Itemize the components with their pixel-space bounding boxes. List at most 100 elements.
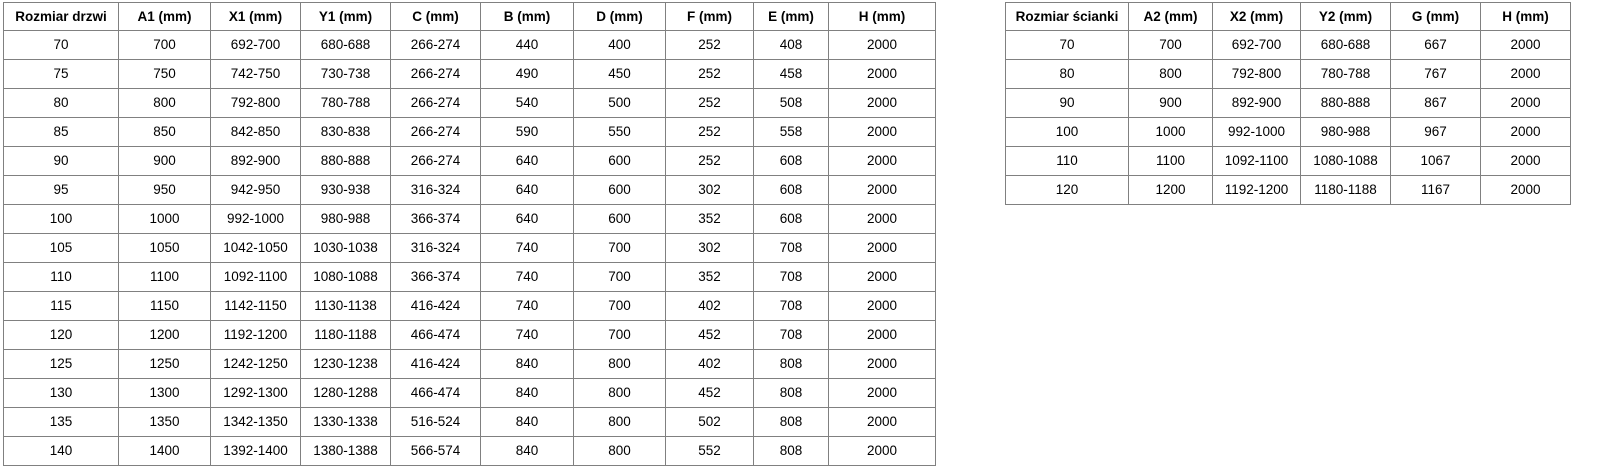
table-cell: 680-688	[1300, 30, 1391, 60]
table-row: 125 1250 1242-1250 1230-1238 416-424 840 800 40…	[3, 349, 936, 379]
table-row: 90 900 892-900 880-888 867 2000	[1005, 88, 1571, 118]
table-cell: 566-574	[390, 436, 481, 466]
table-cell: 1092-1100	[1212, 146, 1301, 176]
table-header-row: Rozmiar ścianki A2 (mm) X2 (mm) Y2 (mm) G (m…	[1005, 2, 1571, 31]
table-cell: 2000	[828, 320, 936, 350]
table-cell: 640	[480, 175, 574, 205]
table-row: 135 1350 1342-1350 1330-1338 516-524 840 800 50…	[3, 407, 936, 437]
table-cell: 767	[1390, 59, 1481, 89]
table-cell: 680-688	[300, 30, 391, 60]
table-row: 80 800 792-800 780-788 767 2000	[1005, 59, 1571, 89]
table-cell: 2000	[828, 291, 936, 321]
table-cell: 2000	[1480, 88, 1571, 118]
table-row: 105 1050 1042-1050 1030-1038 316-324 740 700 30…	[3, 233, 936, 263]
door-size-table-container: Rozmiar drzwi A1 (mm) X1 (mm) Y1 (mm) C (mm)…	[3, 2, 936, 466]
table-cell: 402	[665, 291, 754, 321]
table-row: 95 950 942-950 930-938 316-324 640 600 302 608 20…	[3, 175, 936, 205]
door-size-table: Rozmiar drzwi A1 (mm) X1 (mm) Y1 (mm) C (mm)…	[3, 2, 936, 466]
table-row: 130 1300 1292-1300 1280-1288 466-474 840 800 45…	[3, 378, 936, 408]
table-cell: 2000	[828, 59, 936, 89]
table-cell: 502	[665, 407, 754, 437]
table-row: 100 1000 992-1000 980-988 967 2000	[1005, 117, 1571, 147]
table-row: 120 1200 1192-1200 1180-1188 466-474 740 700 45…	[3, 320, 936, 350]
table-cell: 95	[3, 175, 119, 205]
table-cell: 1080-1088	[1300, 146, 1391, 176]
table-cell: 100	[1005, 117, 1129, 147]
table-cell: 780-788	[1300, 59, 1391, 89]
table-cell: 700	[573, 291, 666, 321]
column-header-wall-0: Rozmiar ścianki	[1005, 2, 1129, 31]
table-cell: 450	[573, 59, 666, 89]
table-cell: 1000	[1128, 117, 1213, 147]
table-cell: 800	[118, 88, 211, 118]
column-header-wall-4: G (mm)	[1390, 2, 1481, 31]
table-cell: 2000	[828, 204, 936, 234]
table-cell: 730-738	[300, 59, 391, 89]
table-cell: 740	[480, 262, 574, 292]
table-cell: 1030-1038	[300, 233, 391, 263]
table-cell: 992-1000	[1212, 117, 1301, 147]
table-cell: 352	[665, 204, 754, 234]
table-cell: 90	[3, 146, 119, 176]
table-cell: 992-1000	[210, 204, 301, 234]
table-cell: 640	[480, 204, 574, 234]
table-cell: 2000	[828, 175, 936, 205]
table-cell: 840	[480, 407, 574, 437]
table-cell: 792-800	[210, 88, 301, 118]
table-cell: 880-888	[1300, 88, 1391, 118]
table-cell: 700	[573, 233, 666, 263]
table-cell: 930-938	[300, 175, 391, 205]
table-cell: 458	[753, 59, 829, 89]
table-cell: 302	[665, 175, 754, 205]
table-cell: 120	[3, 320, 119, 350]
column-header-wall-3: Y2 (mm)	[1300, 2, 1391, 31]
table-cell: 2000	[828, 262, 936, 292]
table-cell: 316-324	[390, 175, 481, 205]
table-cell: 1400	[118, 436, 211, 466]
table-cell: 1200	[1128, 175, 1213, 205]
table-cell: 808	[753, 378, 829, 408]
table-cell: 252	[665, 88, 754, 118]
table-cell: 842-850	[210, 117, 301, 147]
wall-table-body: 70 700 692-700 680-688 667 2000 80 800 792-800 78…	[1005, 30, 1571, 205]
table-cell: 100	[3, 204, 119, 234]
table-cell: 252	[665, 30, 754, 60]
table-cell: 80	[3, 88, 119, 118]
table-cell: 2000	[1480, 117, 1571, 147]
table-cell: 800	[573, 407, 666, 437]
table-cell: 2000	[1480, 59, 1571, 89]
table-cell: 608	[753, 204, 829, 234]
table-cell: 2000	[1480, 146, 1571, 176]
table-cell: 2000	[828, 117, 936, 147]
column-header-wall-5: H (mm)	[1480, 2, 1571, 31]
table-cell: 266-274	[390, 117, 481, 147]
table-cell: 750	[118, 59, 211, 89]
table-cell: 2000	[1480, 175, 1571, 205]
table-cell: 1350	[118, 407, 211, 437]
table-cell: 892-900	[210, 146, 301, 176]
table-row: 85 850 842-850 830-838 266-274 590 550 252 558 20…	[3, 117, 936, 147]
column-header-door-5: B (mm)	[480, 2, 574, 31]
table-cell: 125	[3, 349, 119, 379]
table-cell: 70	[1005, 30, 1129, 60]
table-row: 110 1100 1092-1100 1080-1088 366-374 740 700 35…	[3, 262, 936, 292]
table-cell: 110	[3, 262, 119, 292]
table-cell: 452	[665, 378, 754, 408]
table-row: 115 1150 1142-1150 1130-1138 416-424 740 700 40…	[3, 291, 936, 321]
table-cell: 2000	[828, 407, 936, 437]
table-cell: 700	[573, 262, 666, 292]
table-cell: 400	[573, 30, 666, 60]
door-table-body: 70 700 692-700 680-688 266-274 440 400 252 408 20…	[3, 30, 936, 466]
column-header-door-6: D (mm)	[573, 2, 666, 31]
table-cell: 1142-1150	[210, 291, 301, 321]
table-cell: 366-374	[390, 204, 481, 234]
table-cell: 75	[3, 59, 119, 89]
column-header-door-3: Y1 (mm)	[300, 2, 391, 31]
table-cell: 692-700	[210, 30, 301, 60]
table-cell: 1167	[1390, 175, 1481, 205]
table-cell: 600	[573, 175, 666, 205]
table-cell: 1000	[118, 204, 211, 234]
table-cell: 408	[753, 30, 829, 60]
table-cell: 466-474	[390, 320, 481, 350]
column-header-door-4: C (mm)	[390, 2, 481, 31]
